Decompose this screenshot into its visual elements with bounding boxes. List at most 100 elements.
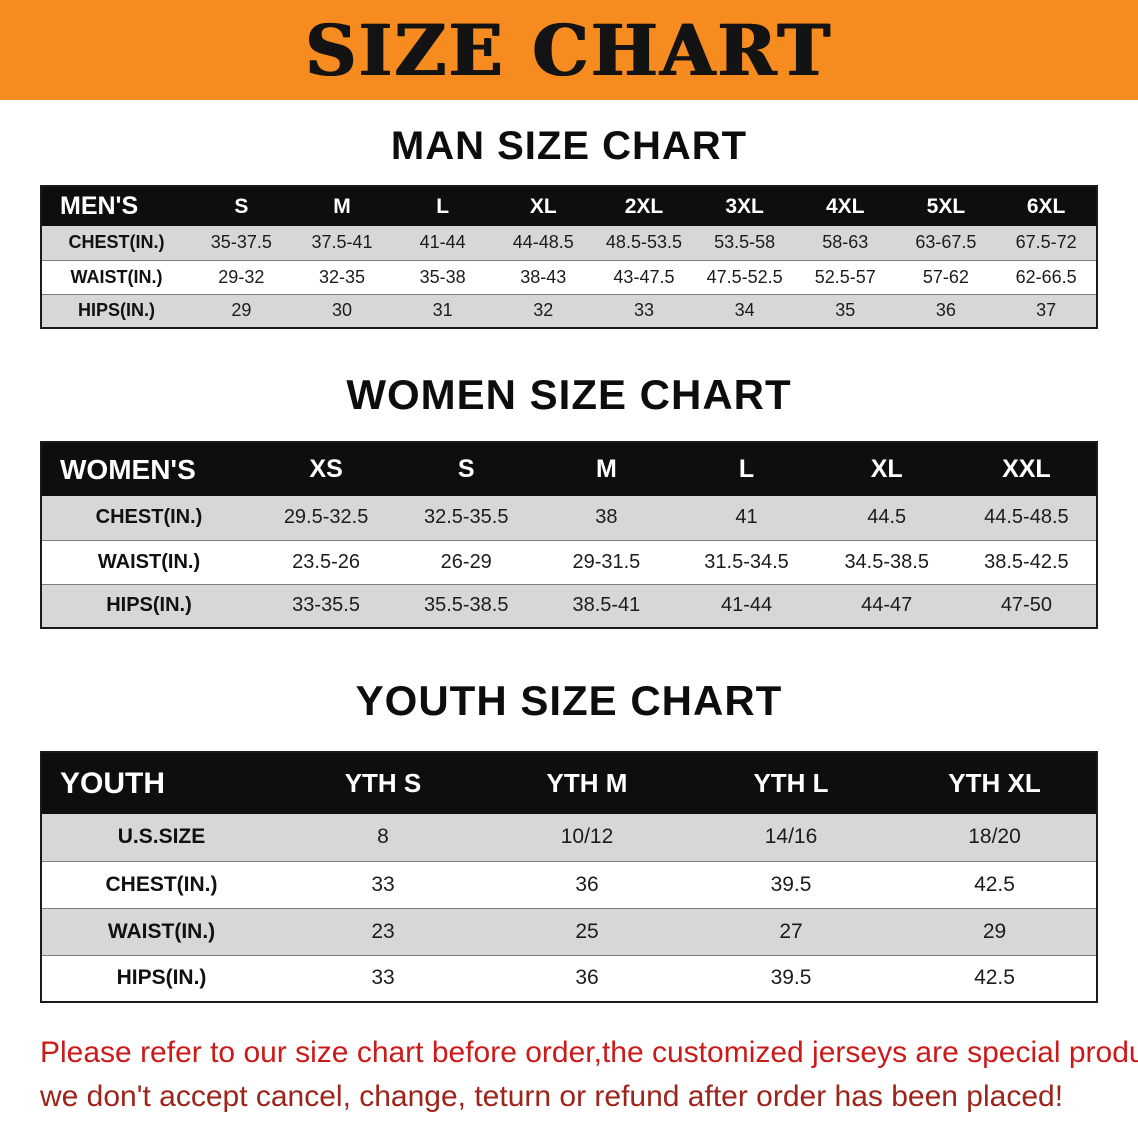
- women-table-title: WOMEN'S: [41, 442, 256, 496]
- size-cell: 10/12: [560, 825, 614, 849]
- size-cell: 43-47.5: [613, 266, 675, 287]
- size-column-header: XL: [492, 186, 594, 226]
- size-column-header: XL: [816, 442, 957, 496]
- size-cell: 33: [633, 300, 654, 321]
- size-cell: 23.5-26: [292, 550, 360, 573]
- size-cell: 31.5-34.5: [704, 550, 789, 573]
- size-cell: 34.5-38.5: [844, 550, 929, 573]
- women-chest-row: CHEST(IN.) 29.5-32.5 32.5-35.5 38 41 44.…: [41, 496, 1097, 540]
- size-cell: 44-48.5: [512, 232, 574, 253]
- size-cell: 33-35.5: [292, 594, 360, 617]
- size-cell: 35: [835, 300, 856, 321]
- size-cell: 38: [595, 506, 618, 529]
- row-label: CHEST(IN.): [105, 872, 218, 896]
- row-label: HIPS(IN.): [77, 300, 155, 321]
- size-cell: 14/16: [764, 825, 818, 849]
- size-cell: 62-66.5: [1015, 266, 1077, 287]
- size-column-header: XXL: [956, 442, 1097, 496]
- size-cell: 23: [371, 919, 395, 943]
- page-title: SIZE CHART: [305, 8, 833, 92]
- women-waist-row: WAIST(IN.) 23.5-26 26-29 29-31.5 31.5-34…: [41, 540, 1097, 584]
- women-hips-row: HIPS(IN.) 33-35.5 35.5-38.5 38.5-41 41-4…: [41, 584, 1097, 628]
- men-hips-row: HIPS(IN.) 29 30 31 32 33 34 35 36 37: [41, 294, 1097, 328]
- size-cell: 57-62: [922, 266, 969, 287]
- row-label: HIPS(IN.): [116, 966, 207, 990]
- men-waist-row: WAIST(IN.) 29-32 32-35 35-38 38-43 43-47…: [41, 260, 1097, 294]
- disclaimer: Please refer to our size chart before or…: [40, 1031, 1138, 1118]
- youth-waist-row: WAIST(IN.) 23 25 27 29: [41, 908, 1097, 955]
- size-column-header: 2XL: [593, 186, 695, 226]
- size-cell: 37.5-41: [311, 232, 373, 253]
- youth-section: YOUTH SIZE CHART YOUTH YTH S YTH M YTH L…: [0, 677, 1138, 1003]
- men-table-title: MEN'S: [41, 186, 191, 226]
- size-cell: 38-43: [520, 266, 567, 287]
- men-section: MAN SIZE CHART MEN'S S M L XL 2XL 3XL 4X…: [0, 124, 1138, 329]
- banner: SIZE CHART: [0, 0, 1138, 100]
- size-cell: 36: [935, 300, 956, 321]
- size-column-header: 5XL: [895, 186, 997, 226]
- size-cell: 42.5: [974, 872, 1015, 896]
- women-header-row: WOMEN'S XS S M L XL XXL: [41, 442, 1097, 496]
- youth-hips-row: HIPS(IN.) 33 36 39.5 42.5: [41, 955, 1097, 1002]
- size-cell: 53.5-58: [714, 232, 776, 253]
- size-cell: 41-44: [720, 594, 773, 617]
- row-label: WAIST(IN.): [107, 919, 216, 943]
- size-column-header: S: [191, 186, 292, 226]
- size-cell: 32: [533, 300, 554, 321]
- size-column-header: 6XL: [996, 186, 1097, 226]
- size-cell: 29-31.5: [572, 550, 641, 573]
- size-cell: 32-35: [318, 266, 365, 287]
- women-size-table: WOMEN'S XS S M L XL XXL CHEST(IN.) 29.5-…: [40, 441, 1098, 629]
- size-cell: 44.5-48.5: [984, 506, 1069, 529]
- size-column-header: S: [396, 442, 537, 496]
- men-size-table: MEN'S S M L XL 2XL 3XL 4XL 5XL 6XL CHEST…: [40, 185, 1098, 329]
- size-cell: 41: [735, 506, 758, 529]
- size-cell: 35-37.5: [210, 232, 272, 253]
- size-cell: 32.5-35.5: [423, 506, 509, 529]
- youth-table-title: YOUTH: [41, 752, 281, 814]
- youth-header-row: YOUTH YTH S YTH M YTH L YTH XL: [41, 752, 1097, 814]
- size-column-header: M: [291, 186, 393, 226]
- size-cell: 44.5: [867, 506, 907, 529]
- size-cell: 47.5-52.5: [706, 266, 783, 287]
- size-cell: 18/20: [968, 825, 1021, 849]
- row-label: HIPS(IN.): [106, 594, 192, 617]
- size-cell: 8: [377, 825, 389, 849]
- size-cell: 42.5: [974, 966, 1015, 990]
- disclaimer-line-2: we don't accept cancel, change, teturn o…: [40, 1079, 1064, 1113]
- size-cell: 36: [575, 872, 599, 896]
- youth-ussize-row: U.S.SIZE 8 10/12 14/16 18/20: [41, 814, 1097, 861]
- row-label: CHEST(IN.): [68, 232, 165, 253]
- size-cell: 52.5-57: [814, 266, 876, 287]
- size-cell: 29.5-32.5: [283, 506, 369, 529]
- size-column-header: YTH L: [689, 752, 893, 814]
- size-column-header: L: [392, 186, 493, 226]
- size-cell: 39.5: [770, 966, 812, 990]
- size-cell: 38.5-41: [572, 594, 641, 617]
- size-column-header: L: [676, 442, 817, 496]
- size-cell: 26-29: [440, 550, 492, 573]
- size-cell: 44-47: [861, 594, 913, 617]
- disclaimer-line-1: Please refer to our size chart before or…: [40, 1036, 1138, 1069]
- row-label: CHEST(IN.): [95, 506, 203, 529]
- size-cell: 30: [331, 300, 352, 321]
- size-cell: 58-63: [822, 232, 869, 253]
- size-cell: 67.5-72: [1015, 232, 1077, 253]
- youth-chest-row: CHEST(IN.) 33 36 39.5 42.5: [41, 861, 1097, 908]
- size-cell: 25: [575, 919, 599, 943]
- size-cell: 38.5-42.5: [984, 550, 1069, 573]
- size-cell: 35-38: [419, 266, 466, 287]
- size-column-header: 4XL: [794, 186, 896, 226]
- size-cell: 36: [575, 966, 599, 990]
- men-chest-row: CHEST(IN.) 35-37.5 37.5-41 41-44 44-48.5…: [41, 226, 1097, 260]
- size-cell: 29: [231, 300, 252, 321]
- men-header-row: MEN'S S M L XL 2XL 3XL 4XL 5XL 6XL: [41, 186, 1097, 226]
- women-section: WOMEN SIZE CHART WOMEN'S XS S M L XL XXL…: [0, 371, 1138, 629]
- size-cell: 34: [734, 300, 755, 321]
- row-label: WAIST(IN.): [97, 550, 201, 573]
- size-cell: 39.5: [770, 872, 812, 896]
- youth-size-table: YOUTH YTH S YTH M YTH L YTH XL U.S.SIZE …: [40, 751, 1098, 1003]
- size-column-header: XS: [256, 442, 397, 496]
- size-cell: 31: [432, 300, 453, 321]
- women-chart-heading: WOMEN SIZE CHART: [346, 371, 792, 418]
